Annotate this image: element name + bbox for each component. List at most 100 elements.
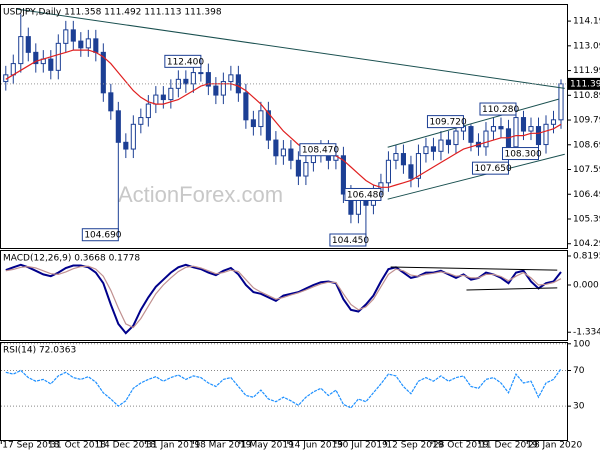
y-tick-label: 70: [573, 366, 585, 376]
candle-body: [190, 72, 196, 85]
candle-body: [445, 139, 452, 146]
annotation-label: 107.650: [474, 164, 511, 174]
candle-body: [498, 126, 504, 130]
candle-body: [303, 162, 309, 177]
panel-title: USDJPY,Daily 111.358 111.492 111.113 111…: [3, 8, 222, 18]
annotation-label: 104.690: [84, 231, 121, 241]
y-tick-label: 114.190: [573, 17, 600, 27]
candle-body: [205, 72, 211, 87]
candle-body: [258, 110, 264, 128]
y-tick-label: 104.290: [573, 239, 600, 249]
candle-body: [265, 110, 271, 141]
candle-body: [153, 94, 159, 105]
candle-body: [220, 81, 226, 96]
candle-body: [490, 126, 497, 132]
candle-body: [280, 148, 286, 157]
y-tick-label: 109.790: [573, 116, 600, 126]
candle-body: [543, 123, 549, 146]
trendline: [390, 266, 558, 271]
annotation-label: 108.470: [302, 146, 339, 156]
candle-body: [213, 85, 219, 96]
x-tick-label: 1 May 2019: [241, 441, 294, 451]
annotation-box: [344, 187, 382, 201]
candle-body: [70, 29, 76, 42]
x-tick-label: 12 Sep 2019: [386, 441, 443, 451]
candle-body: [85, 38, 91, 49]
y-tick-label: 30: [573, 402, 585, 412]
candle-body: [138, 117, 144, 125]
candle-body: [168, 87, 174, 101]
y-tick-label: 111.990: [573, 66, 600, 76]
candle-body: [48, 58, 54, 71]
y-tick-label: 0.000: [573, 281, 599, 291]
candle-body: [183, 78, 189, 85]
x-tick-label: 28 Oct 2019: [433, 441, 489, 451]
candle-body: [415, 153, 422, 179]
x-tick-label: 18 Mar 2019: [194, 441, 251, 451]
x-tick-label: 17 Sep 2018: [2, 441, 59, 451]
candle-body: [393, 153, 399, 161]
x-tick-label: 14 Dec 2018: [98, 441, 156, 451]
candle-body: [400, 153, 406, 166]
candle-body: [18, 36, 24, 65]
annotation-label: 106.480: [347, 190, 384, 200]
annotation-label: 104.450: [332, 236, 369, 246]
candle-body: [408, 164, 414, 179]
y-tick-label: 100: [573, 339, 590, 349]
candle-body: [78, 40, 84, 49]
x-tick-label: 31 Oct 2018: [50, 441, 106, 451]
annotation-label: 109.720: [429, 118, 466, 128]
candle-body: [385, 159, 391, 184]
panel-frame: [0, 250, 568, 341]
last-price-box: [568, 77, 600, 90]
candle-body: [228, 74, 234, 83]
annotation-box: [164, 54, 202, 68]
trendline: [466, 287, 558, 291]
trendline: [16, 8, 565, 89]
panel-title: MACD(12,26,9) 0.3668 0.1778: [3, 254, 140, 264]
candle-body: [145, 103, 151, 119]
annotation-label: 110.280: [482, 105, 519, 115]
candle-body: [243, 92, 249, 121]
candle-body: [535, 126, 542, 146]
candle-body: [430, 146, 437, 152]
y-tick-label: 107.590: [573, 165, 600, 175]
candle-body: [55, 42, 61, 71]
candle-body: [468, 126, 474, 143]
y-tick-label: 113.090: [573, 41, 600, 51]
candle-body: [25, 36, 31, 53]
x-tick-label: 30 Jul 2019: [337, 441, 388, 451]
y-tick-label: 106.490: [573, 190, 600, 200]
annotation-box: [299, 143, 337, 157]
candle-body: [340, 155, 346, 195]
candle-body: [130, 123, 136, 150]
candle-body: [198, 72, 204, 75]
annotation-box: [426, 115, 464, 129]
candle-body: [438, 139, 444, 152]
candle-body: [550, 119, 557, 125]
trendline: [387, 98, 559, 148]
x-tick-label: 11 Dec 2019: [480, 441, 538, 451]
annotation-label: 112.400: [167, 57, 204, 67]
candle-body: [453, 130, 459, 146]
x-tick-label: 14 Jun 2019: [289, 441, 343, 451]
candle-body: [528, 126, 534, 132]
series-line: [5, 263, 562, 335]
annotation-box: [81, 228, 119, 242]
annotation-box: [329, 233, 367, 247]
candle-body: [483, 130, 489, 148]
trendline: [387, 153, 565, 200]
series-line: [5, 49, 562, 188]
candle-body: [288, 148, 294, 161]
candle-body: [513, 117, 519, 148]
candle-body: [273, 139, 279, 157]
series-line: [5, 368, 562, 409]
candle-body: [558, 83, 564, 121]
series-line: [5, 265, 562, 329]
annotation-label: 108.300: [504, 150, 541, 160]
candle-body: [423, 146, 429, 155]
panel-frame: [0, 4, 568, 249]
candle-body: [250, 119, 256, 128]
candle-body: [108, 92, 114, 112]
